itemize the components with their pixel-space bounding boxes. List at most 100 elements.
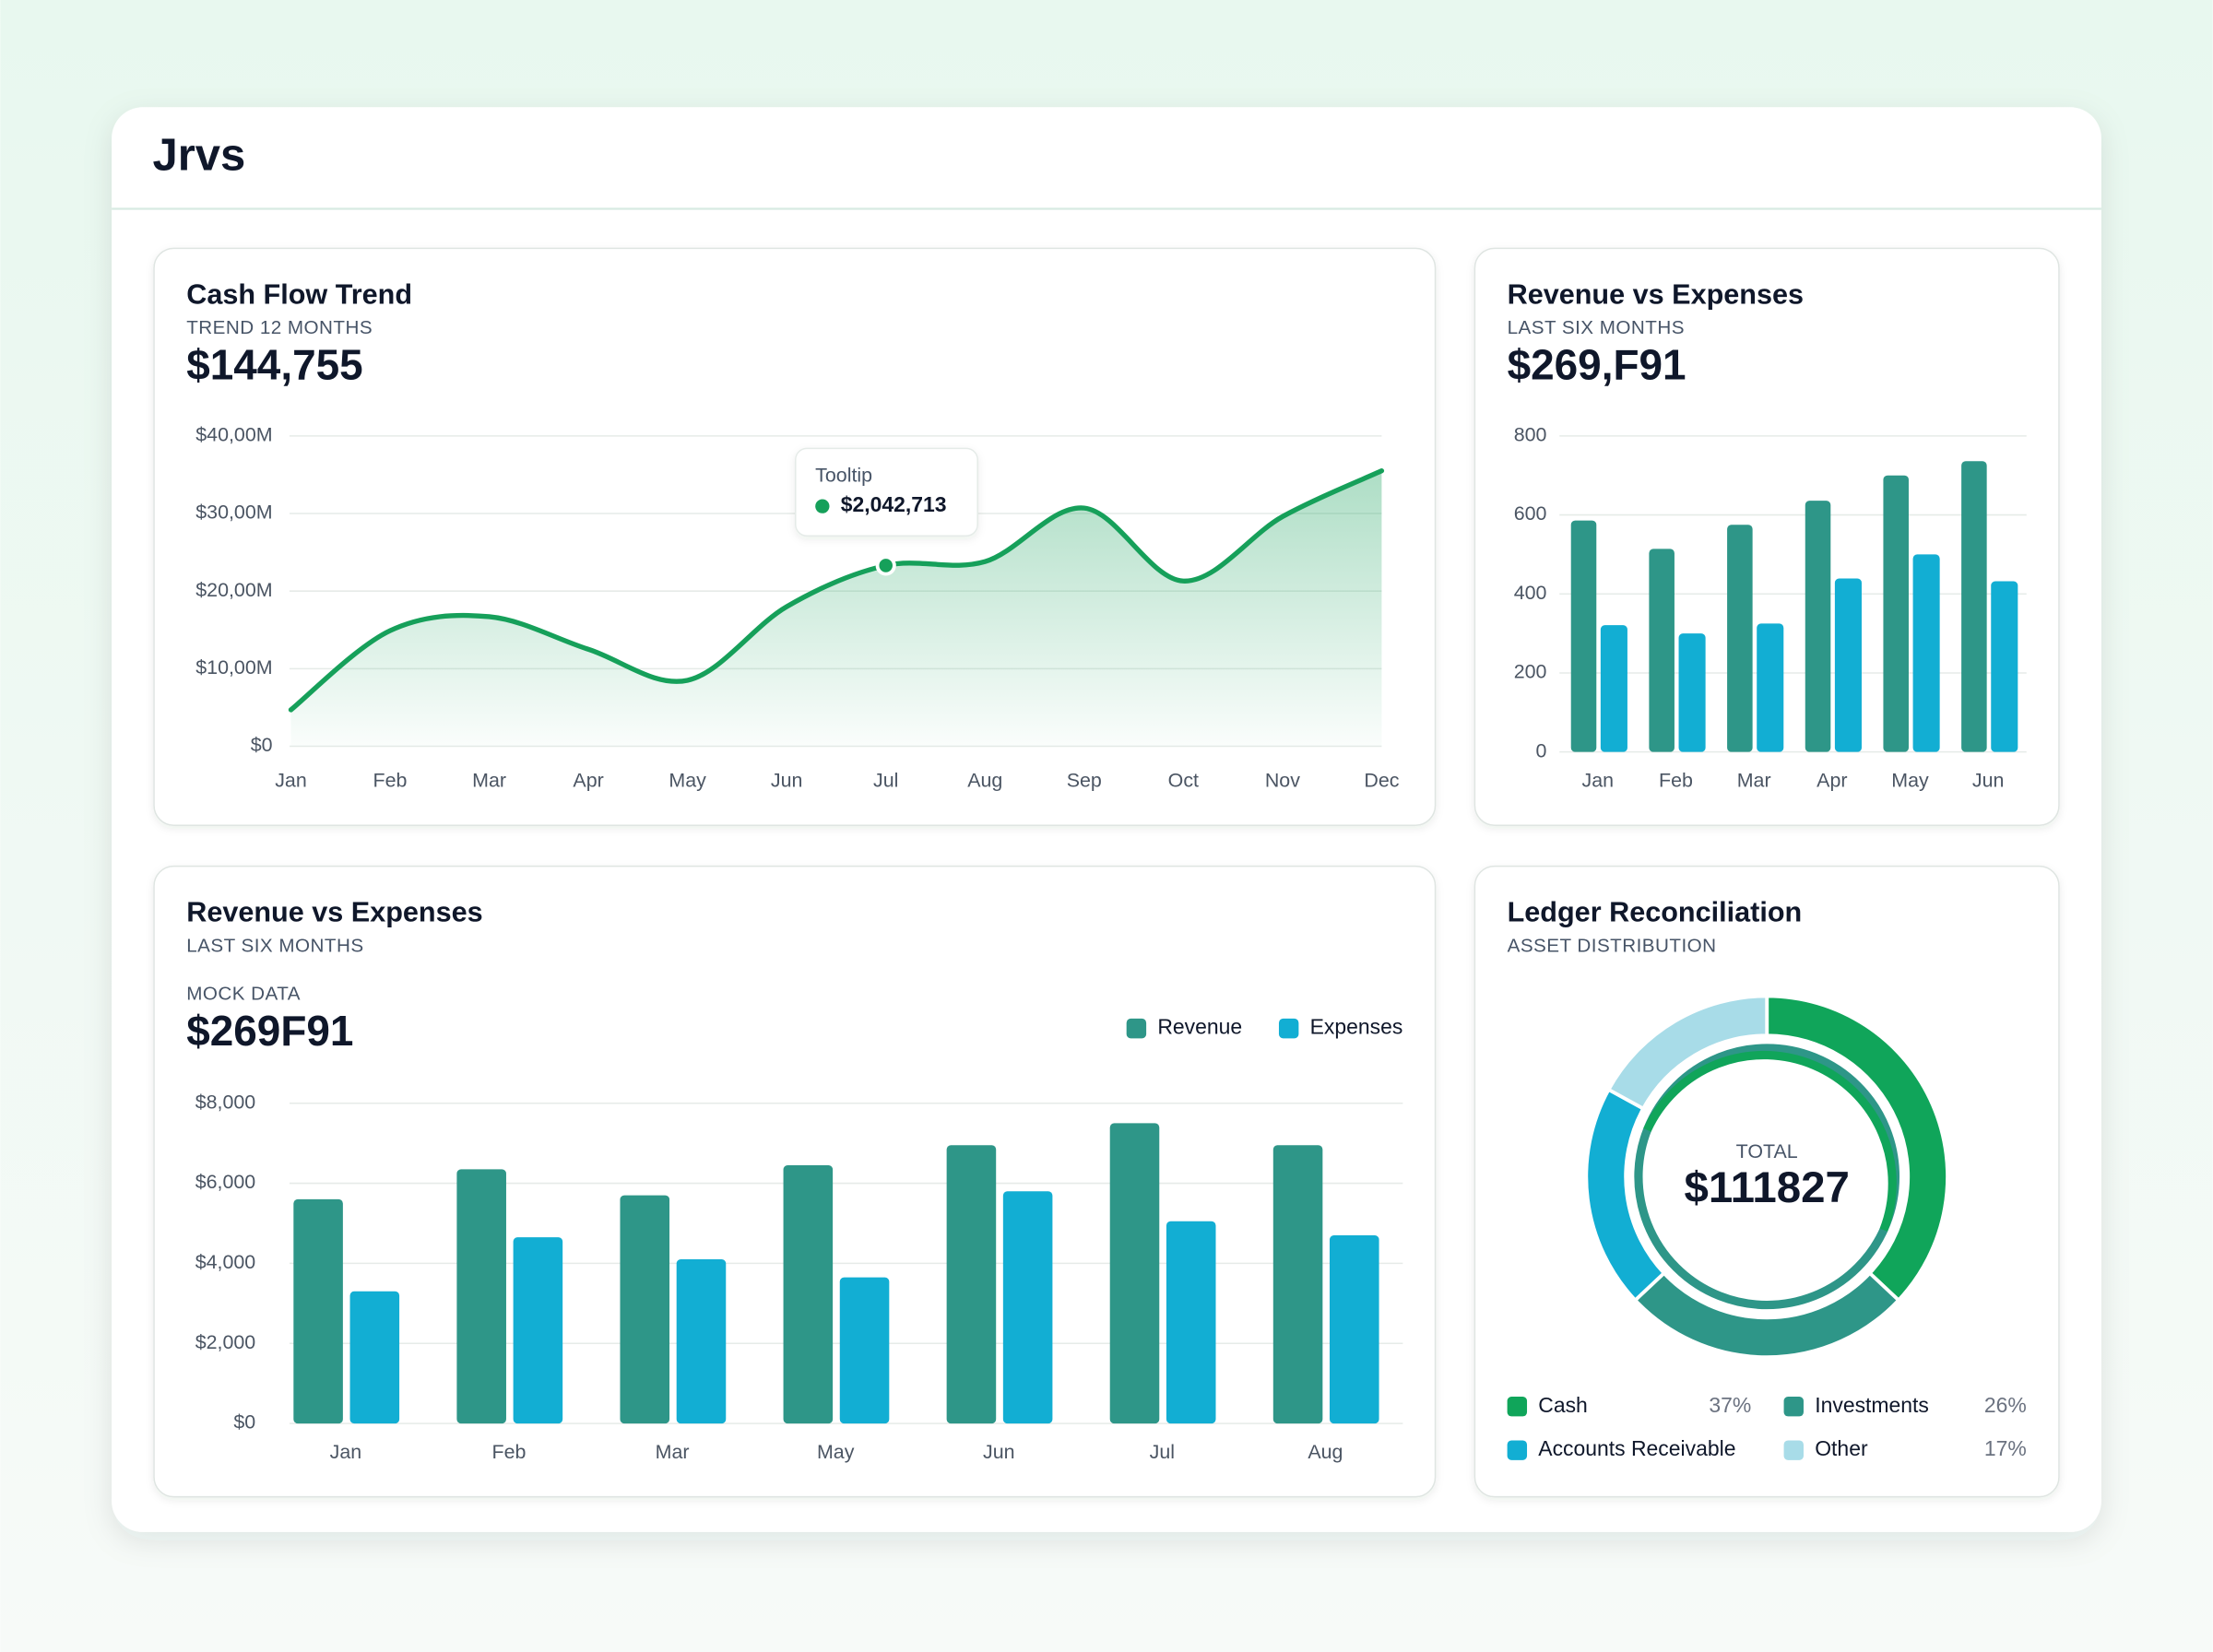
bar (349, 1291, 400, 1424)
y-tick-label: 0 (1536, 739, 1547, 761)
x-tick-label: Feb (373, 769, 408, 791)
app-title: Jrvs (153, 130, 246, 180)
x-tick-label: May (817, 1441, 855, 1463)
x-tick-label: Jun (771, 769, 803, 791)
bar (1991, 581, 2018, 752)
x-tick-label: Oct (1168, 769, 1199, 791)
bar (676, 1259, 727, 1424)
y-tick-label: $0 (251, 734, 273, 756)
legend-label: Expenses (1310, 1015, 1403, 1039)
bar (1272, 1145, 1323, 1424)
y-tick-label: 400 (1514, 582, 1547, 604)
y-tick-label: $4,000 (195, 1251, 256, 1273)
x-tick-label: Mar (656, 1441, 690, 1463)
bar (783, 1165, 834, 1424)
tooltip-point (875, 555, 896, 576)
donut-segment (1605, 994, 1769, 1112)
x-tick-label: Nov (1265, 769, 1300, 791)
y-tick-label: $8,000 (195, 1091, 256, 1113)
bar (946, 1145, 997, 1424)
x-tick-label: Feb (1659, 769, 1693, 791)
tooltip-box (795, 447, 978, 537)
y-tick-label: 600 (1514, 502, 1547, 525)
bar (1912, 554, 1940, 752)
x-tick-label: Jul (873, 769, 898, 791)
legend-percent: 37% (1709, 1393, 1751, 1417)
donut-center-value: $111827 (1684, 1163, 1849, 1212)
headline-value: $144,755 (186, 341, 362, 389)
legend-percent: 17% (1984, 1436, 2027, 1460)
headline-value: $269F91 (186, 1007, 353, 1055)
legend-swatch (1783, 1440, 1804, 1460)
bar (620, 1195, 670, 1424)
headline-value: $269,F91 (1508, 341, 1686, 389)
card (1473, 865, 2060, 1498)
legend-label: Cash (1538, 1393, 1588, 1417)
bar (1757, 623, 1784, 752)
legend-swatch (1783, 1397, 1804, 1417)
legend-label: Other (1815, 1436, 1868, 1460)
donut-center-label: TOTAL (1736, 1140, 1798, 1162)
tooltip-title: Tooltip (815, 465, 872, 487)
bar (1805, 501, 1831, 752)
bar (839, 1277, 890, 1424)
y-tick-label: $40,00M (195, 424, 272, 446)
bar (1109, 1123, 1160, 1424)
bar (1330, 1235, 1379, 1424)
bar (293, 1198, 343, 1424)
x-tick-label: May (1891, 769, 1929, 791)
inner-ring-accent (1643, 1050, 1897, 1232)
line-series (288, 468, 1385, 713)
bar (1678, 633, 1706, 752)
bar (513, 1237, 563, 1424)
y-tick-label: $20,00M (195, 579, 272, 601)
legend-label: Accounts Receivable (1538, 1436, 1735, 1460)
legend-swatch (1507, 1440, 1528, 1460)
y-tick-label: $2,000 (195, 1331, 256, 1353)
x-tick-label: Jan (275, 769, 307, 791)
card-title: Revenue vs Expenses (186, 897, 482, 928)
y-tick-label: $10,00M (195, 656, 272, 678)
x-tick-label: Aug (1308, 1441, 1343, 1463)
y-tick-label: 200 (1514, 661, 1547, 683)
x-tick-label: Sep (1067, 769, 1102, 791)
x-tick-label: Jun (1972, 769, 2005, 791)
tooltip-value: $2,042,713 (841, 492, 947, 516)
bar (1883, 475, 1909, 752)
card-title: Revenue vs Expenses (1508, 278, 1804, 310)
legend-swatch (1278, 1018, 1299, 1039)
x-tick-label: Apr (1817, 769, 1847, 791)
x-tick-label: Jun (983, 1441, 1015, 1463)
y-tick-label: 800 (1514, 424, 1547, 446)
bar (1166, 1221, 1216, 1424)
legend-label: Investments (1815, 1393, 1929, 1417)
bar (1570, 520, 1597, 752)
tooltip-dot (815, 499, 830, 513)
card-label: MOCK DATA (186, 983, 301, 1004)
bar (1961, 461, 1987, 752)
x-tick-label: Jan (1582, 769, 1615, 791)
x-tick-label: Mar (472, 769, 506, 791)
bar (1600, 625, 1627, 752)
x-tick-label: Jan (330, 1441, 362, 1463)
card-subtitle: LAST SIX MONTHS (186, 935, 363, 956)
legend-label: Revenue (1157, 1015, 1242, 1039)
line-area (290, 470, 1382, 747)
x-tick-label: Jul (1150, 1441, 1175, 1463)
x-tick-label: May (669, 769, 706, 791)
bar (1002, 1191, 1053, 1424)
legend-percent: 26% (1984, 1393, 2027, 1417)
x-tick-label: Dec (1364, 769, 1399, 791)
legend-swatch (1507, 1397, 1528, 1417)
card-title: Cash Flow Trend (186, 278, 412, 310)
x-tick-label: Apr (573, 769, 603, 791)
legend-swatch (1126, 1018, 1147, 1039)
bar (1649, 549, 1675, 752)
x-tick-label: Feb (492, 1441, 527, 1463)
y-tick-label: $30,00M (195, 502, 272, 524)
card-subtitle: LAST SIX MONTHS (1508, 317, 1685, 338)
card-title: Ledger Reconciliation (1508, 897, 1803, 928)
card-subtitle: ASSET DISTRIBUTION (1508, 935, 1717, 956)
